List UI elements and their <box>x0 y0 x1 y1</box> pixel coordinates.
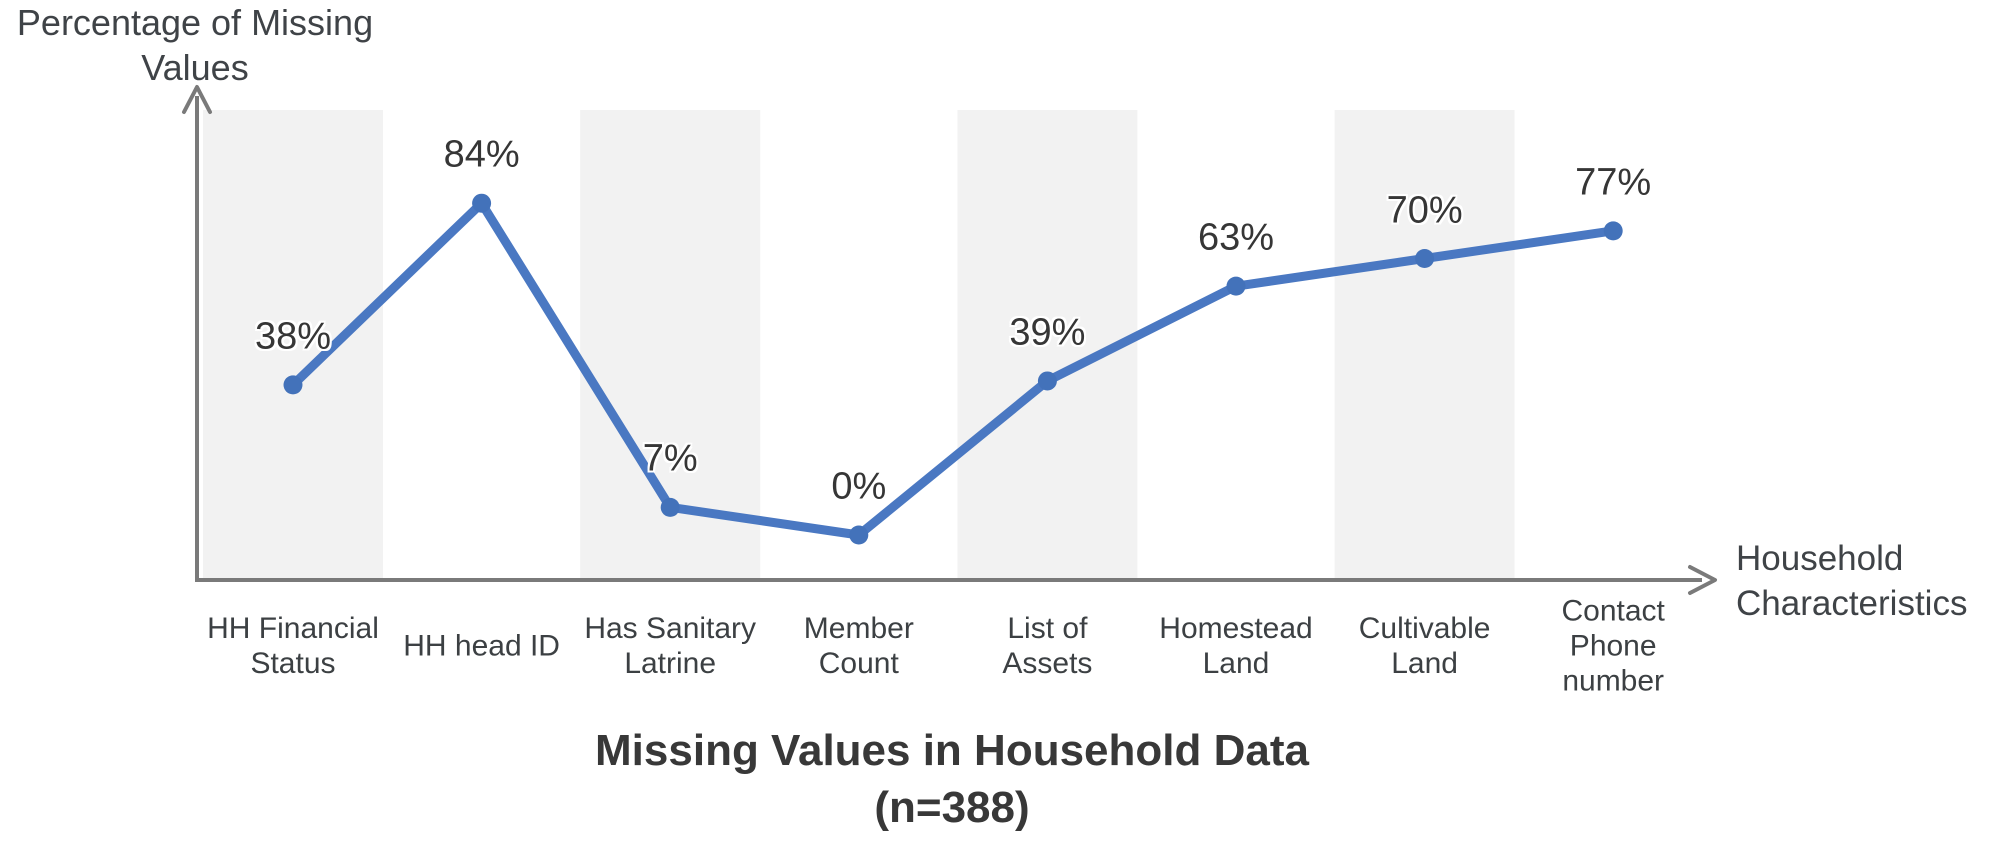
data-point-marker <box>660 497 680 517</box>
x-axis-category-label: Contact Phone number <box>1561 594 1665 698</box>
y-axis-title-line2: Values <box>141 47 249 88</box>
background-band <box>1334 110 1515 580</box>
chart-sample-size: (n=388) <box>874 783 1030 832</box>
value-label: 63% <box>1197 216 1275 259</box>
data-point-marker <box>1415 249 1435 268</box>
value-label: 0% <box>831 465 887 508</box>
x-axis-category-label: Member Count <box>803 612 914 680</box>
y-axis-title-line1: Percentage of Missing <box>16 2 374 43</box>
x-axis-arrowhead-icon <box>1688 565 1717 595</box>
x-axis-category-label: Has Sanitary Latrine <box>584 612 757 680</box>
x-axis-category-label: Homestead Land <box>1159 612 1313 680</box>
x-axis-category-label: HH head ID <box>403 629 560 663</box>
data-point-marker <box>472 193 492 213</box>
y-axis-title: Percentage of Missing Values <box>17 0 373 90</box>
data-point-marker <box>1603 221 1623 241</box>
x-axis-title-line2: Characteristics <box>1736 584 1968 623</box>
value-label: 77% <box>1575 161 1652 204</box>
chart-title: Missing Values in Household Data (n=388) <box>595 722 1309 836</box>
y-axis-arrowhead-icon <box>182 85 212 114</box>
value-label: 84% <box>443 133 520 176</box>
x-axis-title: Household Characteristics <box>1736 536 1967 626</box>
data-point-marker <box>1037 371 1057 391</box>
x-axis-title-line1: Household <box>1736 539 1904 578</box>
chart-title-line: Missing Values in Household Data <box>595 726 1309 775</box>
series-line <box>288 198 1618 540</box>
background-band <box>957 110 1138 580</box>
value-label: 7% <box>642 437 698 480</box>
data-point-marker <box>283 375 303 395</box>
background-band <box>203 110 383 580</box>
x-axis-category-label: Cultivable Land <box>1358 612 1491 680</box>
x-axis-category-label: List of Assets <box>1002 612 1093 680</box>
value-label: 38% <box>254 315 332 358</box>
data-point-marker <box>849 525 869 545</box>
value-label: 39% <box>1009 311 1086 354</box>
data-point-marker <box>1226 276 1246 296</box>
value-label: 70% <box>1386 189 1463 231</box>
x-axis-category-label: HH Financial Status <box>207 612 379 680</box>
